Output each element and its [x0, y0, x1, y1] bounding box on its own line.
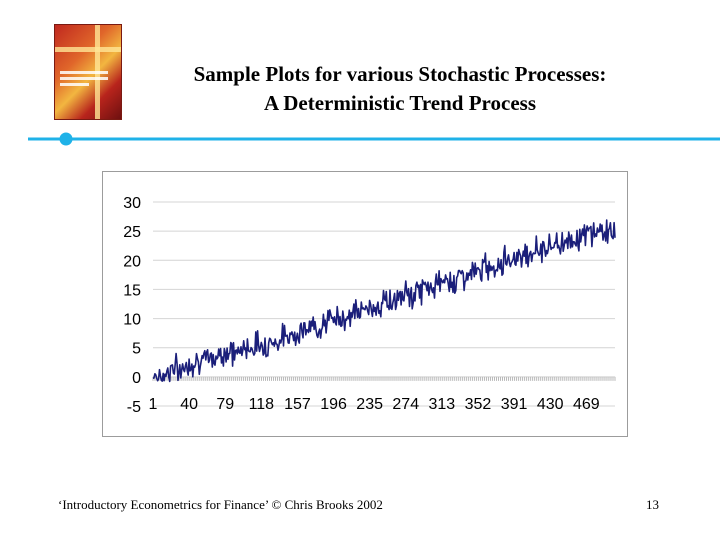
trend-line-chart: 30 25 20 15 10 5 0 -5 1 40 79 118 157 196 235 274 313 35… — [123, 195, 616, 416]
chart-y-tick-label: 15 — [123, 282, 141, 299]
chart-y-tick-label: 25 — [123, 224, 141, 241]
chart-y-tick-label: 10 — [123, 312, 141, 329]
chart-y-axis-labels: 30 25 20 15 10 5 0 -5 — [123, 195, 141, 416]
chart-x-tick-label: 235 — [356, 396, 383, 413]
chart-x-tick-label: 40 — [180, 396, 198, 413]
chart-x-tick-label: 196 — [320, 396, 347, 413]
chart-x-tick-label: 430 — [537, 396, 564, 413]
title-divider — [28, 132, 720, 146]
chart-x-tick-label: 157 — [284, 396, 311, 413]
page-number: 13 — [646, 497, 659, 512]
chart-series-layer — [152, 219, 616, 383]
chart-x-tick-label: 469 — [573, 396, 600, 413]
chart-frame: 30 25 20 15 10 5 0 -5 1 40 79 118 157 196 235 274 313 35… — [102, 171, 628, 437]
title-divider-dot — [59, 132, 73, 146]
chart-grid — [153, 201, 615, 407]
chart-x-tick-label: 1 — [149, 396, 158, 413]
chart-x-axis-labels: 1 40 79 118 157 196 235 274 313 352 391 430 469 — [149, 396, 600, 413]
chart-x-tick-label: 274 — [392, 396, 419, 413]
chart-y-tick-label: 0 — [132, 370, 141, 387]
slide-title: Sample Plots for various Stochastic Proc… — [130, 60, 670, 118]
chart-x-tick-label: 313 — [429, 396, 456, 413]
chart-x-tick-label: 79 — [216, 396, 234, 413]
chart-y-tick-label: 30 — [123, 195, 141, 212]
book-cover-cross-horizontal — [55, 47, 121, 52]
chart-y-tick-label: 5 — [132, 341, 141, 358]
footer-citation: ‘Introductory Econometrics for Finance’ … — [58, 497, 383, 512]
chart-series-line — [152, 219, 616, 383]
chart-x-tick-label: 118 — [249, 396, 275, 413]
chart-x-tick-label: 391 — [501, 396, 528, 413]
chart-y-tick-label: -5 — [127, 399, 141, 416]
slide-title-line-2: A Deterministic Trend Process — [264, 91, 536, 115]
chart-y-tick-label: 20 — [123, 253, 141, 270]
chart-x-tick-label: 352 — [465, 396, 492, 413]
chart-x-tick-marks — [152, 376, 616, 381]
book-cover-text — [60, 71, 108, 89]
book-cover-image — [54, 24, 122, 120]
slide-title-line-1: Sample Plots for various Stochastic Proc… — [193, 62, 607, 86]
